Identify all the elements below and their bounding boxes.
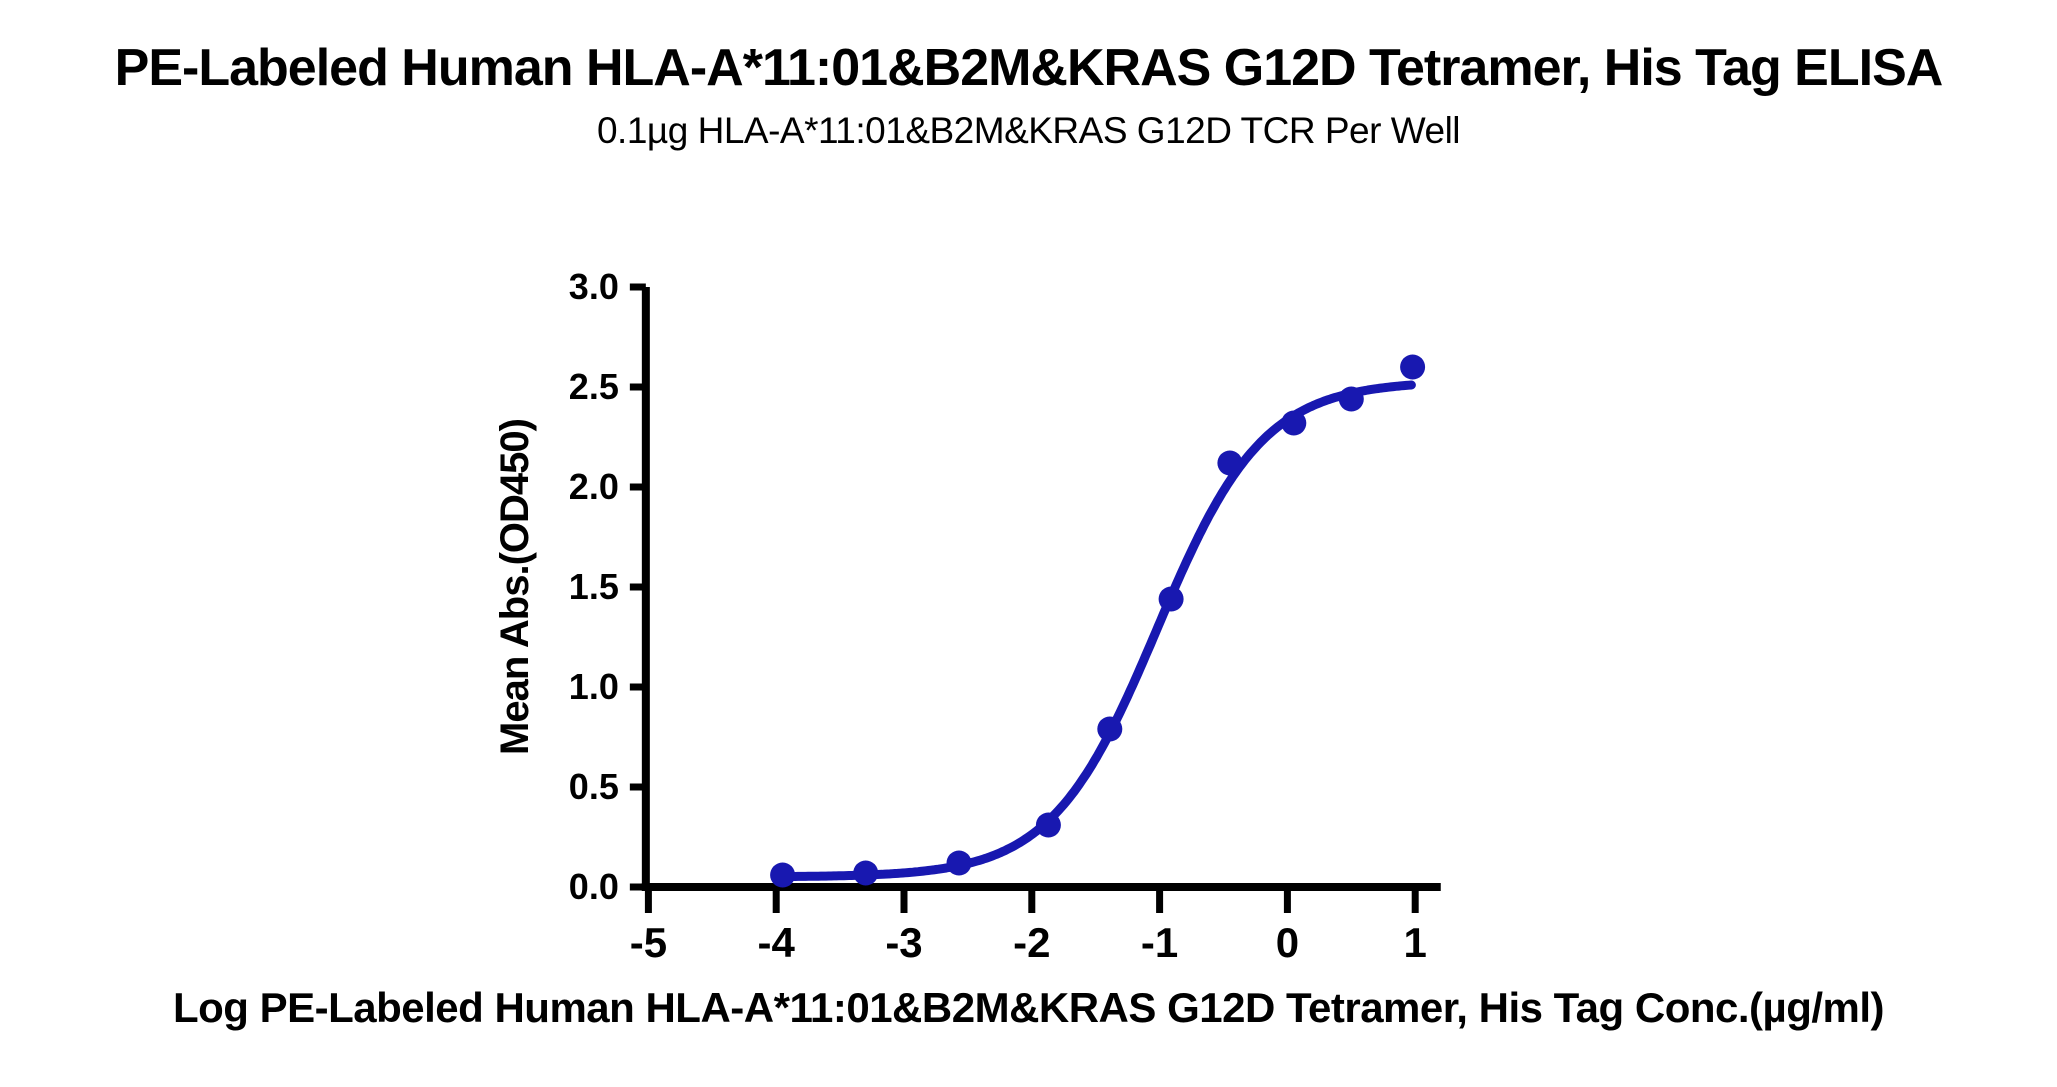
data-point (1097, 716, 1123, 742)
chart-title: PE-Labeled Human HLA-A*11:01&B2M&KRAS G1… (114, 39, 1944, 97)
x-tick-label: 1 (1404, 919, 1427, 966)
data-point (946, 850, 972, 876)
y-tick-label: 1.0 (569, 666, 619, 707)
y-tick-label: 2.5 (569, 366, 619, 407)
y-tick-label: 0.0 (569, 866, 619, 907)
x-tick-label: -1 (1141, 919, 1178, 966)
y-tick-label: 2.0 (569, 466, 619, 507)
x-tick-label: 0 (1276, 919, 1299, 966)
data-point (1158, 586, 1184, 612)
x-tick-label: -3 (885, 919, 922, 966)
x-tick-label: -4 (758, 919, 796, 966)
data-point (1338, 386, 1364, 412)
data-point (770, 862, 796, 888)
fit-curve (778, 380, 1416, 882)
data-point (1281, 410, 1307, 436)
x-tick-label: -5 (630, 919, 667, 966)
chart-subtitle: 0.1µg HLA-A*11:01&B2M&KRAS G12D TCR Per … (596, 110, 1461, 151)
plot-generated-content: 0.0 0.5 1.0 1.5 2.0 2.5 3.0 -5 -4 -3 -2 -1 0 1 (569, 266, 1441, 966)
y-tick-label: 0.5 (569, 766, 619, 807)
data-point (853, 860, 879, 886)
x-axis-title: Log PE-Labeled Human HLA-A*11:01&B2M&KRA… (172, 984, 1885, 1031)
data-point (1217, 450, 1243, 476)
y-tick-label: 1.5 (569, 566, 619, 607)
y-axis-title: Mean Abs.(OD450) (493, 419, 537, 755)
x-tick-label: -2 (1013, 919, 1050, 966)
y-tick-label: 3.0 (569, 266, 619, 307)
data-point (1035, 812, 1061, 838)
data-point (1400, 354, 1426, 380)
